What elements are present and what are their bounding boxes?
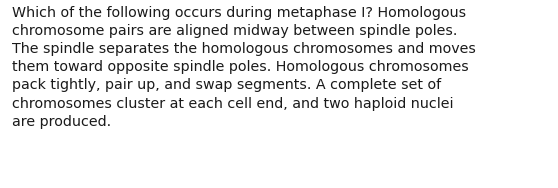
- Text: Which of the following occurs during metaphase I? Homologous
chromosome pairs ar: Which of the following occurs during met…: [12, 6, 476, 129]
